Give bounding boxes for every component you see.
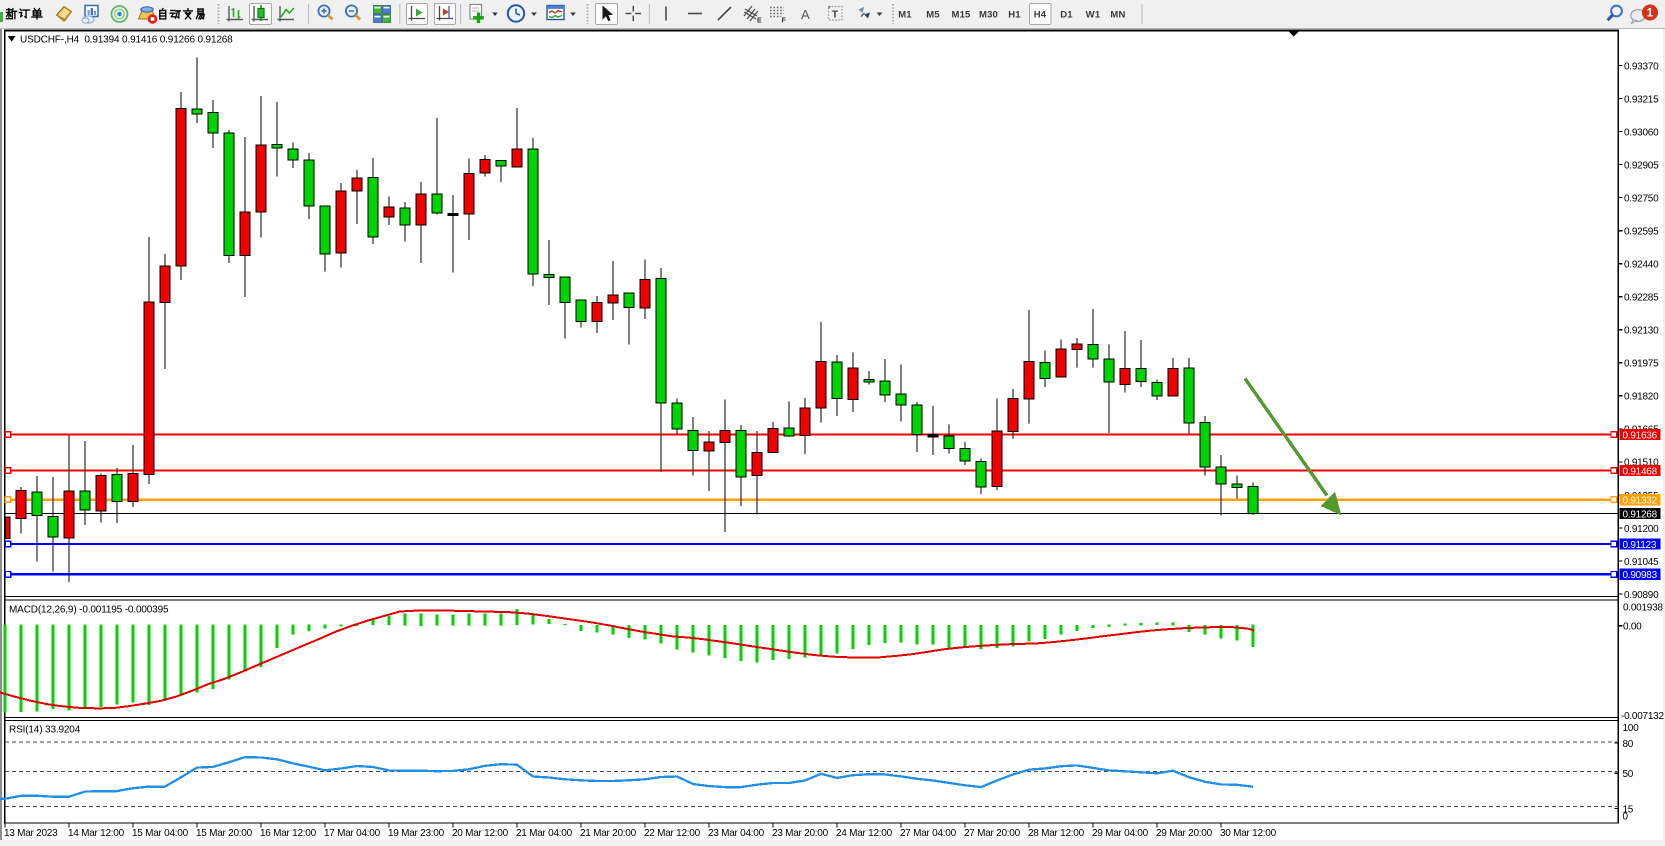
- svg-text:MACD(12,26,9) -0.001195 -0.000: MACD(12,26,9) -0.001195 -0.000395: [9, 604, 169, 615]
- svg-text:D1: D1: [1060, 10, 1073, 21]
- svg-text:15 Mar 04:00: 15 Mar 04:00: [132, 828, 189, 839]
- svg-text:W1: W1: [1086, 10, 1101, 21]
- svg-text:0.92750: 0.92750: [1624, 193, 1659, 204]
- svg-text:0.91123: 0.91123: [1623, 540, 1657, 551]
- svg-text:H1: H1: [1008, 10, 1021, 21]
- svg-text:F: F: [782, 18, 787, 25]
- svg-text:23 Mar 04:00: 23 Mar 04:00: [708, 828, 765, 839]
- svg-text:29 Mar 20:00: 29 Mar 20:00: [1156, 828, 1213, 839]
- svg-text:30 Mar 12:00: 30 Mar 12:00: [1220, 828, 1277, 839]
- svg-text:21 Mar 04:00: 21 Mar 04:00: [516, 828, 573, 839]
- svg-text:M30: M30: [979, 10, 998, 21]
- svg-text:0.00: 0.00: [1623, 622, 1642, 633]
- svg-text:0.91468: 0.91468: [1623, 466, 1658, 477]
- svg-text:14 Mar 12:00: 14 Mar 12:00: [68, 828, 125, 839]
- svg-text:80: 80: [1623, 739, 1634, 750]
- svg-text:21 Mar 20:00: 21 Mar 20:00: [580, 828, 637, 839]
- svg-text:A: A: [801, 7, 810, 22]
- svg-text:-0.007132: -0.007132: [1621, 711, 1664, 722]
- svg-text:0.90983: 0.90983: [1623, 570, 1658, 581]
- svg-text:USDCHF-,H4 0.91394 0.91416 0.: USDCHF-,H4 0.91394 0.91416 0.91266 0.912…: [20, 35, 233, 46]
- svg-text:0.91820: 0.91820: [1624, 392, 1659, 403]
- svg-text:0.001938: 0.001938: [1623, 602, 1663, 613]
- svg-text:100: 100: [1623, 723, 1640, 734]
- svg-text:27 Mar 04:00: 27 Mar 04:00: [900, 828, 957, 839]
- svg-text:M1: M1: [898, 10, 912, 21]
- svg-text:23 Mar 20:00: 23 Mar 20:00: [772, 828, 829, 839]
- svg-text:19 Mar 23:00: 19 Mar 23:00: [388, 828, 445, 839]
- svg-text:0.91510: 0.91510: [1624, 458, 1659, 469]
- svg-text:0.92285: 0.92285: [1624, 293, 1659, 304]
- svg-text:0.92595: 0.92595: [1624, 227, 1659, 238]
- svg-text:1: 1: [1647, 8, 1654, 20]
- svg-text:20 Mar 12:00: 20 Mar 12:00: [452, 828, 509, 839]
- svg-text:27 Mar 20:00: 27 Mar 20:00: [964, 828, 1021, 839]
- svg-text:15 Mar 20:00: 15 Mar 20:00: [196, 828, 253, 839]
- svg-text:0.92440: 0.92440: [1624, 260, 1659, 271]
- svg-text:M15: M15: [951, 10, 971, 21]
- svg-text:50: 50: [1623, 769, 1634, 780]
- svg-text:0.91268: 0.91268: [1623, 509, 1658, 520]
- svg-text:0.91332: 0.91332: [1623, 496, 1658, 507]
- svg-text:28 Mar 12:00: 28 Mar 12:00: [1028, 828, 1085, 839]
- svg-text:0.93060: 0.93060: [1624, 127, 1659, 138]
- svg-text:15: 15: [1623, 804, 1634, 815]
- svg-text:E: E: [757, 18, 762, 25]
- svg-text:0.91045: 0.91045: [1624, 557, 1659, 568]
- svg-text:H4: H4: [1034, 10, 1047, 21]
- svg-text:M5: M5: [926, 10, 940, 21]
- svg-text:0.93370: 0.93370: [1624, 61, 1659, 72]
- svg-text:RSI(14) 33.9204: RSI(14) 33.9204: [9, 724, 81, 735]
- svg-text:0.92905: 0.92905: [1624, 160, 1659, 171]
- svg-text:13 Mar 2023: 13 Mar 2023: [4, 828, 58, 839]
- svg-text:0.91636: 0.91636: [1623, 430, 1658, 441]
- svg-text:0.91200: 0.91200: [1624, 524, 1659, 535]
- svg-text:0: 0: [1623, 812, 1629, 823]
- svg-text:0.92130: 0.92130: [1624, 326, 1659, 337]
- svg-text:0.90890: 0.90890: [1624, 590, 1659, 601]
- svg-text:16 Mar 12:00: 16 Mar 12:00: [260, 828, 317, 839]
- svg-text:22 Mar 12:00: 22 Mar 12:00: [644, 828, 701, 839]
- svg-text:T: T: [832, 9, 839, 21]
- svg-text:24 Mar 12:00: 24 Mar 12:00: [836, 828, 893, 839]
- svg-text:0.91975: 0.91975: [1624, 359, 1659, 370]
- svg-text:MN: MN: [1110, 10, 1125, 21]
- svg-text:0.93215: 0.93215: [1624, 94, 1659, 105]
- svg-text:29 Mar 04:00: 29 Mar 04:00: [1092, 828, 1149, 839]
- svg-text:17 Mar 04:00: 17 Mar 04:00: [324, 828, 381, 839]
